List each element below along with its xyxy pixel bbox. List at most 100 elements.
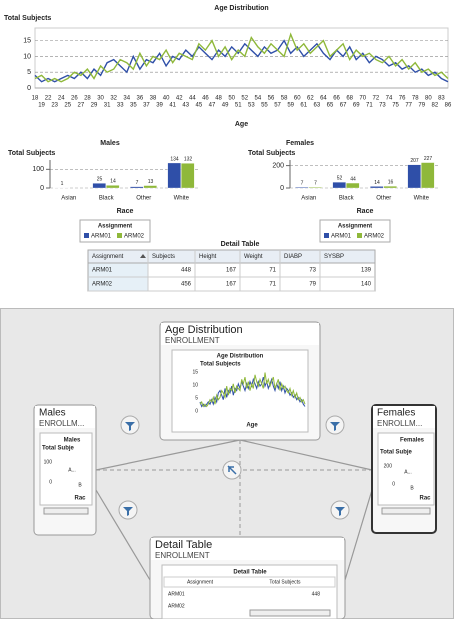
data-label: 14 — [110, 179, 116, 185]
column-header: DIABP — [284, 254, 302, 260]
chart-title: Males — [100, 140, 120, 147]
legend-label: ARM02 — [364, 234, 385, 240]
thumbnail-text: ARM02 — [168, 603, 185, 609]
x-tick-label: 23 — [51, 103, 58, 109]
funnel — [335, 507, 345, 516]
thumbnail-text: B — [410, 485, 414, 491]
data-label: 7 — [301, 181, 304, 187]
x-tick-label: 78 — [412, 96, 419, 102]
thumbnail-text: 200 — [384, 463, 393, 469]
thumbnail-text: Males — [64, 438, 81, 444]
chart-title: Age Distribution — [214, 5, 268, 12]
x-axis-label: Race — [117, 208, 134, 215]
thumbnail-text: Total Subjects — [269, 579, 301, 585]
thumbnail-text: B — [78, 482, 82, 488]
legend-swatch — [117, 233, 122, 238]
bar — [130, 186, 144, 189]
x-tick-label: Other — [136, 196, 151, 202]
column-header: Subjects — [152, 254, 175, 260]
data-label: 207 — [410, 158, 419, 164]
legend-label: ARM01 — [91, 234, 112, 240]
legend-title: Assignment — [98, 224, 132, 230]
x-tick-label: 25 — [64, 103, 71, 109]
sort-indicator — [140, 254, 146, 258]
column-header: Weight — [244, 254, 263, 260]
edge — [95, 489, 151, 581]
cell: 71 — [269, 268, 276, 274]
thumbnail-scrollbar — [43, 507, 89, 515]
x-tick-label: 70 — [359, 96, 366, 102]
cell: 73 — [309, 268, 316, 274]
node-subtitle: ENROLLMENT — [165, 336, 220, 345]
x-tick-label: Black — [99, 196, 115, 202]
node-subtitle: ENROLLM... — [39, 419, 84, 428]
y-tick-label: 100 — [32, 166, 44, 173]
data-label: 13 — [148, 179, 154, 185]
x-tick-label: 76 — [399, 96, 406, 102]
x-tick-label: 46 — [202, 96, 209, 102]
x-tick-label: 82 — [432, 103, 439, 109]
x-tick-label: 64 — [320, 96, 327, 102]
x-axis-label: Race — [357, 208, 374, 215]
x-tick-label: 48 — [215, 96, 222, 102]
x-tick-label: 68 — [346, 96, 353, 102]
legend-label: ARM02 — [124, 234, 145, 240]
thumbnail-text: Total Subje — [42, 446, 75, 452]
y-tick-label: 10 — [23, 53, 31, 60]
x-tick-label: 57 — [274, 103, 281, 109]
x-tick-label: 40 — [163, 96, 170, 102]
x-tick-label: 65 — [327, 103, 334, 109]
x-tick-label: 32 — [110, 96, 117, 102]
y-tick-label: 200 — [272, 162, 284, 169]
x-tick-label: 18 — [32, 96, 39, 102]
data-label: 134 — [170, 156, 179, 162]
cell: 448 — [181, 268, 192, 274]
thumbnail-text: 100 — [44, 459, 53, 465]
x-tick-label: 66 — [333, 96, 340, 102]
thumbnail-text: A... — [68, 467, 76, 473]
x-tick-label: 51 — [235, 103, 242, 109]
edge — [239, 439, 373, 471]
funnel — [125, 422, 135, 431]
data-label: 7 — [136, 180, 139, 186]
cell: 167 — [226, 268, 237, 274]
x-tick-label: 47 — [209, 103, 216, 109]
node-subtitle: ENROLLMENT — [155, 551, 210, 560]
x-axis-label: Age — [235, 121, 248, 128]
bar — [92, 183, 106, 189]
node-title: Age Distribution — [165, 324, 243, 336]
x-tick-label: 62 — [307, 96, 314, 102]
cell: 456 — [181, 282, 192, 288]
bar — [370, 186, 384, 189]
thumbnail-scrollbar — [381, 507, 431, 515]
x-tick-label: 38 — [150, 96, 157, 102]
cell: 140 — [361, 282, 372, 288]
thumbnail-text: 0 — [392, 481, 395, 487]
thumbnail-line — [199, 372, 306, 408]
data-label: 25 — [97, 177, 103, 183]
bar — [181, 163, 195, 189]
x-tick-label: 30 — [97, 96, 104, 102]
edge — [95, 439, 241, 471]
x-tick-label: 29 — [91, 103, 98, 109]
x-tick-label: 43 — [182, 103, 189, 109]
x-tick-label: 24 — [58, 96, 65, 102]
data-label: 7 — [314, 181, 317, 187]
x-tick-label: 19 — [38, 103, 45, 109]
x-tick-label: 55 — [261, 103, 268, 109]
x-tick-label: 71 — [366, 103, 373, 109]
thumbnail-text: Assignment — [187, 579, 214, 585]
x-tick-label: 41 — [169, 103, 176, 109]
x-tick-label: 75 — [392, 103, 399, 109]
chart-title: Females — [286, 140, 314, 147]
node-header — [373, 406, 435, 428]
x-tick-label: 73 — [379, 103, 386, 109]
x-tick-label: 74 — [386, 96, 393, 102]
edges — [95, 439, 373, 581]
x-tick-label: White — [414, 196, 430, 202]
x-tick-label: 45 — [196, 103, 203, 109]
y-tick-label: 0 — [40, 185, 44, 192]
y-axis-label: Total Subjects — [248, 150, 295, 157]
x-tick-label: 34 — [123, 96, 130, 102]
